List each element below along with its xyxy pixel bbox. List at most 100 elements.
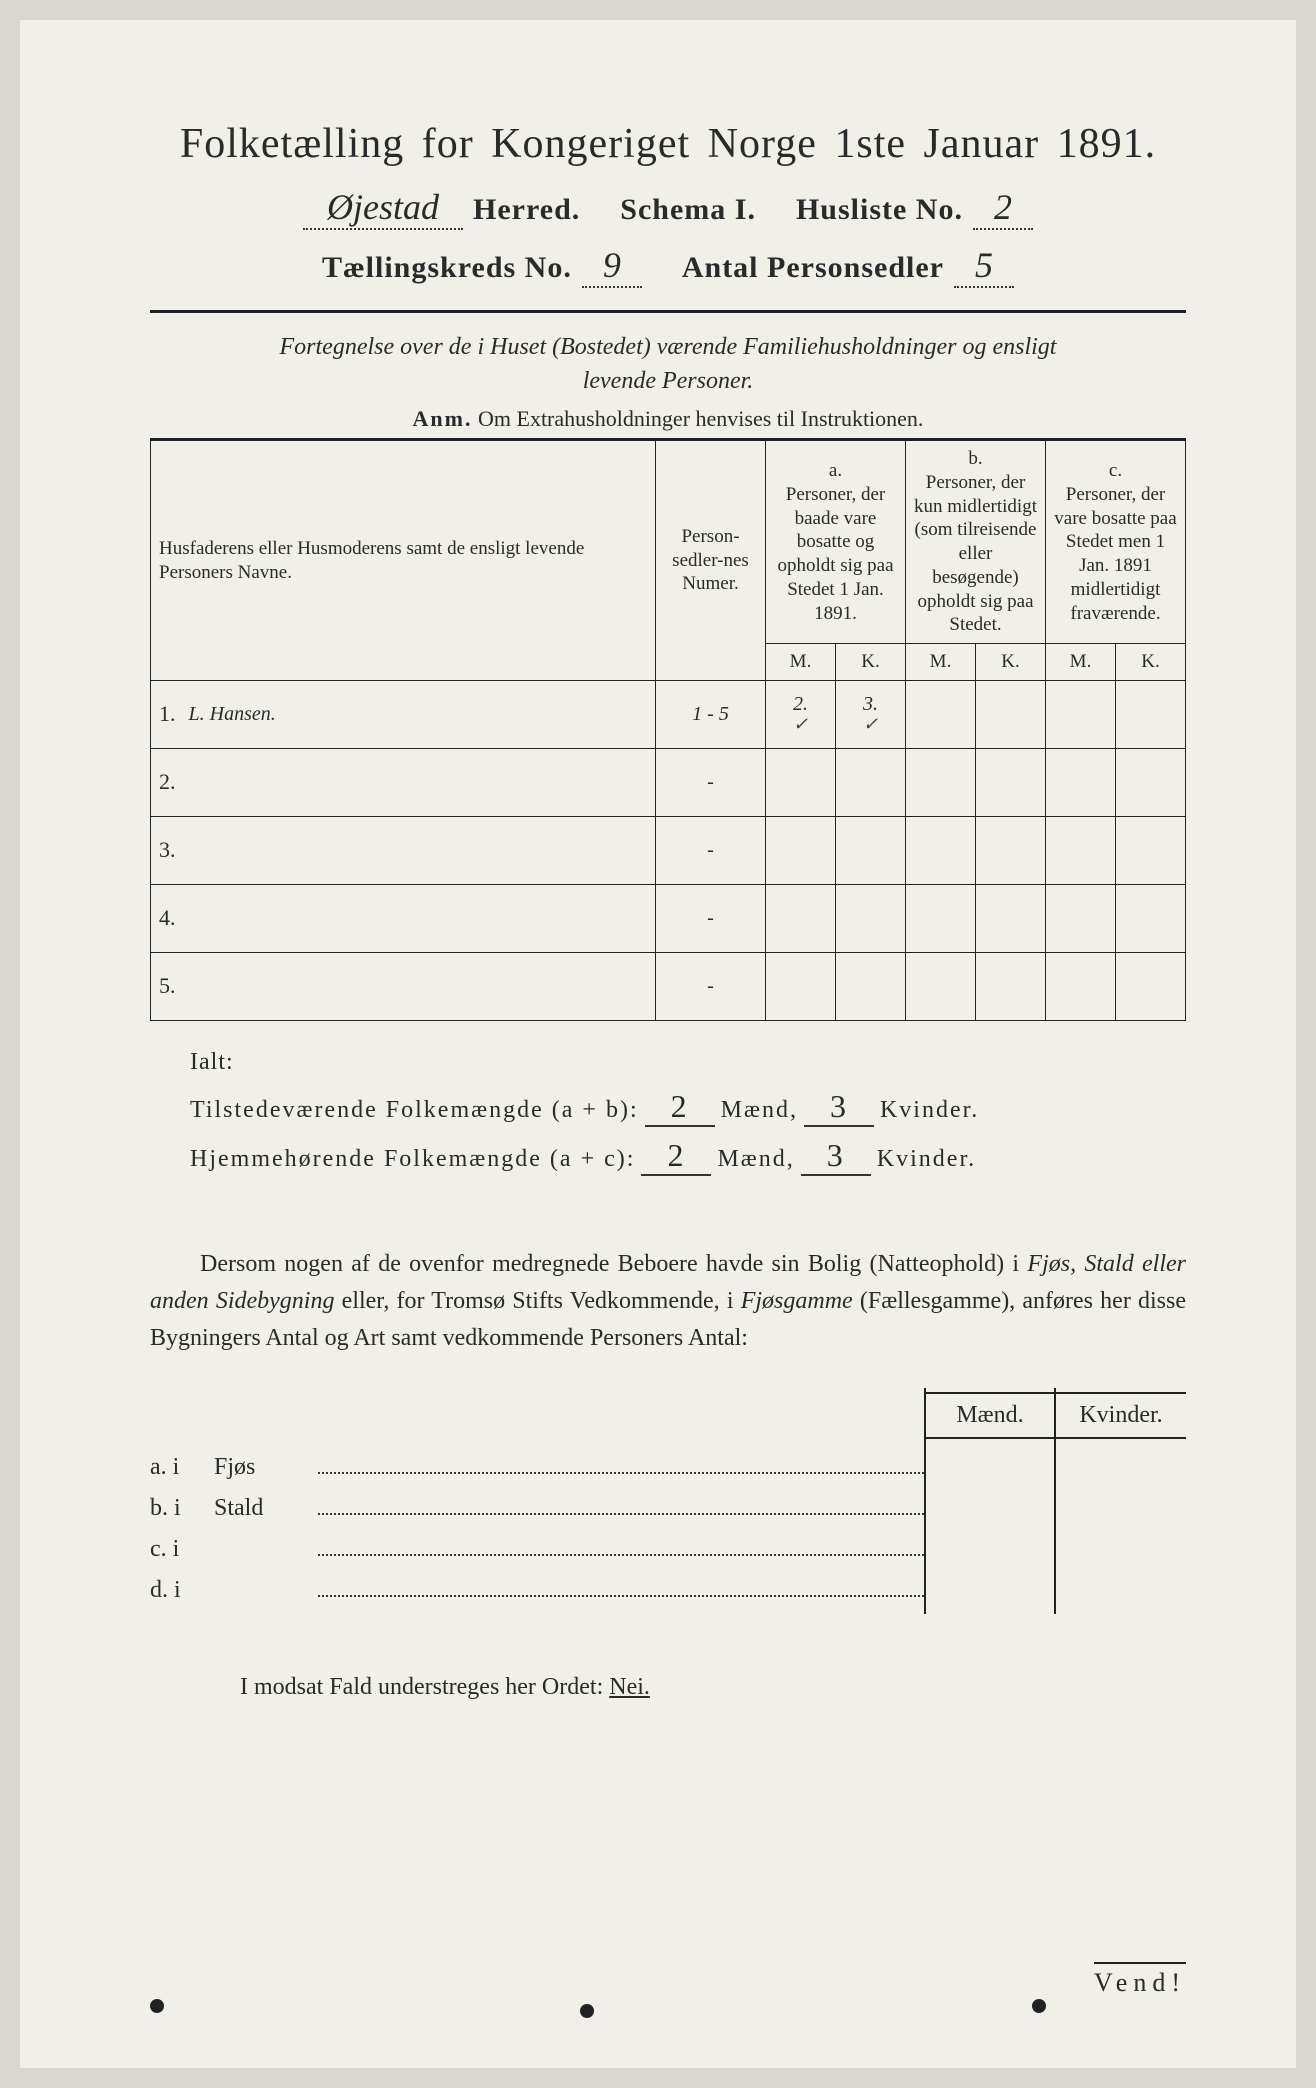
row-a-m: 2.✓: [766, 680, 836, 748]
row-c-k: [1116, 816, 1186, 884]
col-c-label: c.: [1054, 459, 1177, 483]
outbuilding-row: b. i Stald: [150, 1491, 924, 1522]
side-lead: a. i: [150, 1454, 200, 1481]
row-name: [181, 952, 656, 1020]
header-row-2: Tællingskreds No. 9 Antal Personsedler 5: [150, 244, 1186, 288]
row-b-m: [906, 748, 976, 816]
subtitle-line2: levende Personer.: [583, 368, 754, 394]
side-maend-label: Mænd.: [926, 1392, 1054, 1439]
side-label: Stald: [214, 1495, 304, 1522]
vend-label: Vend!: [1094, 1962, 1186, 1998]
sum1-label: Tilstedeværende Folkemængde (a + b):: [190, 1097, 639, 1124]
kreds-label: Tællingskreds No.: [322, 251, 572, 285]
table-row: 2. -: [151, 748, 1186, 816]
row-name: [181, 816, 656, 884]
row-b-k: [976, 680, 1046, 748]
row-a-k: [836, 952, 906, 1020]
anm-prefix: Anm.: [413, 406, 473, 431]
sum2-label: Hjemmehørende Folkemængde (a + c):: [190, 1146, 635, 1173]
row-personsedler: -: [656, 952, 766, 1020]
side-lead: d. i: [150, 1577, 200, 1604]
punch-mark-icon: [150, 1999, 164, 2013]
punch-mark-icon: [1032, 1999, 1046, 2013]
table-row: 1.L. Hansen.1 - 52.✓3.✓: [151, 680, 1186, 748]
herred-value: Øjestad: [303, 186, 463, 230]
col-c-m: M.: [1046, 644, 1116, 681]
outbuilding-row: c. i: [150, 1532, 924, 1563]
sum1-maend: 2: [645, 1088, 715, 1127]
row-name: L. Hansen.: [181, 680, 656, 748]
row-num: 5.: [151, 952, 181, 1020]
anm-text: Om Extrahusholdninger henvises til Instr…: [478, 406, 923, 431]
side-lead: c. i: [150, 1536, 200, 1563]
row-a-m: [766, 884, 836, 952]
subtitle: Fortegnelse over de i Huset (Bostedet) v…: [150, 331, 1186, 398]
row-a-m: [766, 952, 836, 1020]
col-c: c. Personer, der vare bosatte paa Stedet…: [1046, 440, 1186, 644]
col-num: Person-sedler-nes Numer.: [656, 440, 766, 681]
sum1-maend-label: Mænd,: [721, 1097, 798, 1124]
row-c-m: [1046, 816, 1116, 884]
outbuilding-table: a. iFjøs b. i Stald c. i d. i Mænd. Kvinder.: [150, 1388, 1186, 1614]
para-i2: Fjøsgamme: [741, 1288, 853, 1314]
row-b-m: [906, 884, 976, 952]
row-num: 3.: [151, 816, 181, 884]
dotted-line: [318, 1573, 924, 1597]
row-c-k: [1116, 748, 1186, 816]
col-a-k: K.: [836, 644, 906, 681]
row-c-k: [1116, 952, 1186, 1020]
sum2-maend: 2: [641, 1137, 711, 1176]
ialt-label: Ialt:: [190, 1049, 1186, 1076]
side-lead: b. i: [150, 1495, 200, 1522]
row-a-k: [836, 748, 906, 816]
husliste-value: 2: [973, 186, 1033, 230]
row-name: [181, 748, 656, 816]
sum-present: Tilstedeværende Folkemængde (a + b): 2 M…: [190, 1088, 1186, 1127]
punch-mark-icon: [580, 2004, 594, 2018]
sum1-kvinder-label: Kvinder.: [880, 1097, 979, 1124]
row-a-k: [836, 884, 906, 952]
husliste-label: Husliste No.: [796, 193, 963, 227]
row-b-k: [976, 748, 1046, 816]
outbuilding-row: a. iFjøs: [150, 1450, 924, 1481]
herred-label: Herred.: [473, 193, 580, 227]
sum1-kvinder: 3: [804, 1088, 874, 1127]
sum2-kvinder-label: Kvinder.: [877, 1146, 976, 1173]
side-kvinder-label: Kvinder.: [1056, 1392, 1186, 1439]
row-a-m: [766, 816, 836, 884]
nei-text: I modsat Fald understreges her Ordet:: [240, 1674, 609, 1700]
page-title: Folketælling for Kongeriget Norge 1ste J…: [150, 120, 1186, 168]
nei-line: I modsat Fald understreges her Ordet: Ne…: [150, 1674, 1186, 1701]
row-personsedler: -: [656, 748, 766, 816]
dotted-line: [318, 1450, 924, 1474]
col-a-m: M.: [766, 644, 836, 681]
row-personsedler: -: [656, 884, 766, 952]
sum-resident: Hjemmehørende Folkemængde (a + c): 2 Mæn…: [190, 1137, 1186, 1176]
col-b-m: M.: [906, 644, 976, 681]
dotted-line: [318, 1532, 924, 1556]
row-b-k: [976, 952, 1046, 1020]
row-b-m: [906, 952, 976, 1020]
col-name: Husfaderens eller Husmoderens samt de en…: [151, 440, 656, 681]
sum2-kvinder: 3: [801, 1137, 871, 1176]
table-row: 5. -: [151, 952, 1186, 1020]
antal-value: 5: [954, 244, 1014, 288]
col-b: b. Personer, der kun midlertidigt (som t…: [906, 440, 1046, 644]
schema-label: Schema I.: [620, 193, 756, 227]
outbuilding-row: d. i: [150, 1573, 924, 1604]
row-a-k: [836, 816, 906, 884]
col-c-k: K.: [1116, 644, 1186, 681]
col-b-k: K.: [976, 644, 1046, 681]
row-name: [181, 884, 656, 952]
row-b-k: [976, 816, 1046, 884]
dotted-line: [318, 1491, 924, 1515]
row-c-m: [1046, 748, 1116, 816]
row-c-m: [1046, 884, 1116, 952]
row-num: 2.: [151, 748, 181, 816]
census-form-page: Folketælling for Kongeriget Norge 1ste J…: [20, 20, 1296, 2068]
header-row-1: Øjestad Herred. Schema I. Husliste No. 2: [150, 186, 1186, 230]
row-num: 1.: [151, 680, 181, 748]
col-a: a. Personer, der baade vare bosatte og o…: [766, 440, 906, 644]
divider: [150, 310, 1186, 313]
outbuilding-counts: Mænd. Kvinder.: [924, 1388, 1186, 1614]
